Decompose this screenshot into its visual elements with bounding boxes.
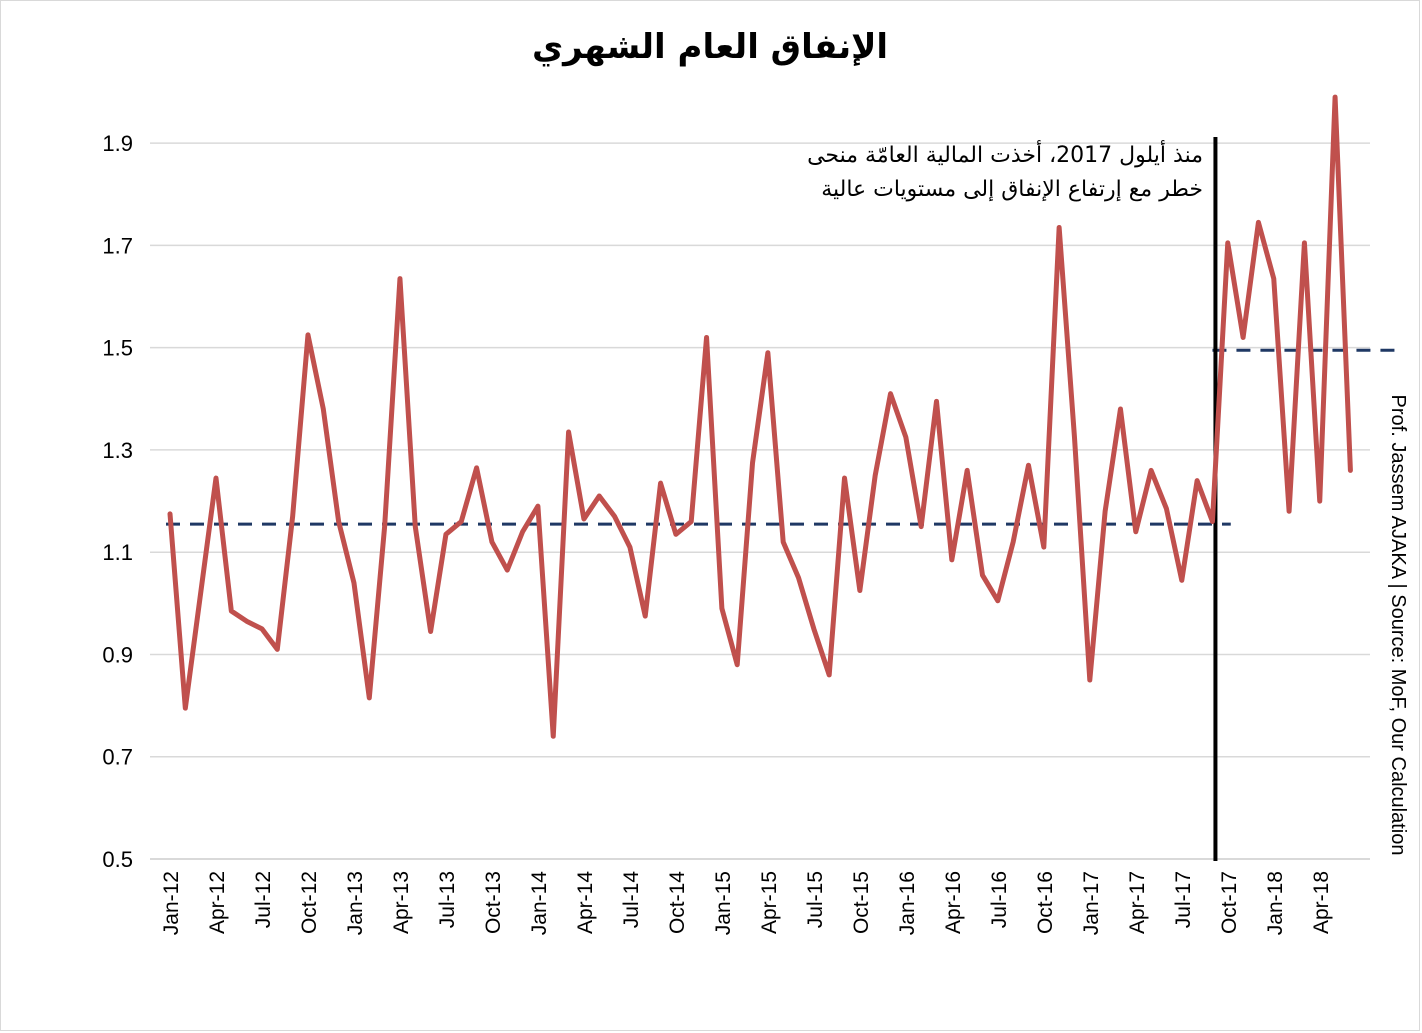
y-tick-label: 1.7 — [102, 233, 133, 258]
x-tick-label: Jan-12 — [160, 871, 183, 935]
x-tick-label: Jul-17 — [1172, 871, 1195, 928]
x-tick-label: Apr-13 — [390, 871, 413, 934]
y-axis-ticks: 0.5 0.7 0.9 1.1 1.3 1.5 1.7 1.9 — [102, 131, 133, 872]
series-layer — [167, 94, 1353, 739]
x-tick-label: Apr-14 — [574, 871, 597, 934]
chart-title: الإنفاق العام الشهري — [532, 27, 888, 67]
x-axis-ticks: Jan-12 Apr-12 Jul-12 Oct-12 Jan-13 Apr-13 Jul-… — [160, 871, 1333, 936]
reference-lines — [166, 348, 1400, 526]
x-tick-label: Apr-12 — [206, 871, 229, 934]
x-tick-label: Oct-16 — [1034, 871, 1057, 934]
gridlines — [150, 142, 1370, 758]
x-tick-label: Oct-15 — [850, 871, 873, 934]
x-tick-label: Apr-17 — [1126, 871, 1149, 934]
x-tick-label: Jul-14 — [620, 871, 643, 929]
x-tick-label: Apr-15 — [758, 871, 781, 934]
x-tick-label: Jan-15 — [712, 871, 735, 935]
x-tick-label: Jul-16 — [988, 871, 1011, 928]
x-tick-label: Jan-14 — [528, 871, 551, 936]
x-tick-label: Oct-13 — [482, 871, 505, 934]
x-tick-label: Jan-17 — [1080, 871, 1103, 935]
y-tick-label: 1.1 — [102, 540, 133, 565]
x-tick-label: Apr-16 — [942, 871, 965, 934]
x-tick-label: Jan-16 — [896, 871, 919, 935]
x-tick-label: Jul-12 — [252, 871, 275, 928]
x-tick-label: Oct-17 — [1218, 871, 1241, 934]
x-tick-label: Jul-13 — [436, 871, 459, 928]
series-line — [167, 94, 1353, 739]
y-tick-label: 1.9 — [102, 131, 133, 156]
y-tick-label: 0.7 — [102, 745, 133, 770]
x-tick-label: Oct-14 — [666, 871, 689, 934]
y-tick-label: 0.5 — [102, 847, 133, 872]
source-note: Prof. Jassem AJAKA | Source: MoF, Our Ca… — [1387, 395, 1409, 856]
annotation-line-2: خطر مع إرتفاع الإنفاق إلى مستويات عالية — [821, 177, 1203, 202]
x-tick-label: Jul-15 — [804, 871, 827, 928]
x-tick-label: Jan-18 — [1264, 871, 1287, 935]
annotation-line-1: منذ أيلول 2017، أخذت المالية العامّة منح… — [807, 140, 1203, 168]
x-tick-label: Apr-18 — [1310, 871, 1333, 934]
x-tick-label: Oct-12 — [298, 871, 321, 934]
y-tick-label: 1.5 — [102, 336, 133, 361]
y-tick-label: 0.9 — [102, 642, 133, 667]
x-tick-label: Jan-13 — [344, 871, 367, 935]
y-tick-label: 1.3 — [102, 438, 133, 463]
